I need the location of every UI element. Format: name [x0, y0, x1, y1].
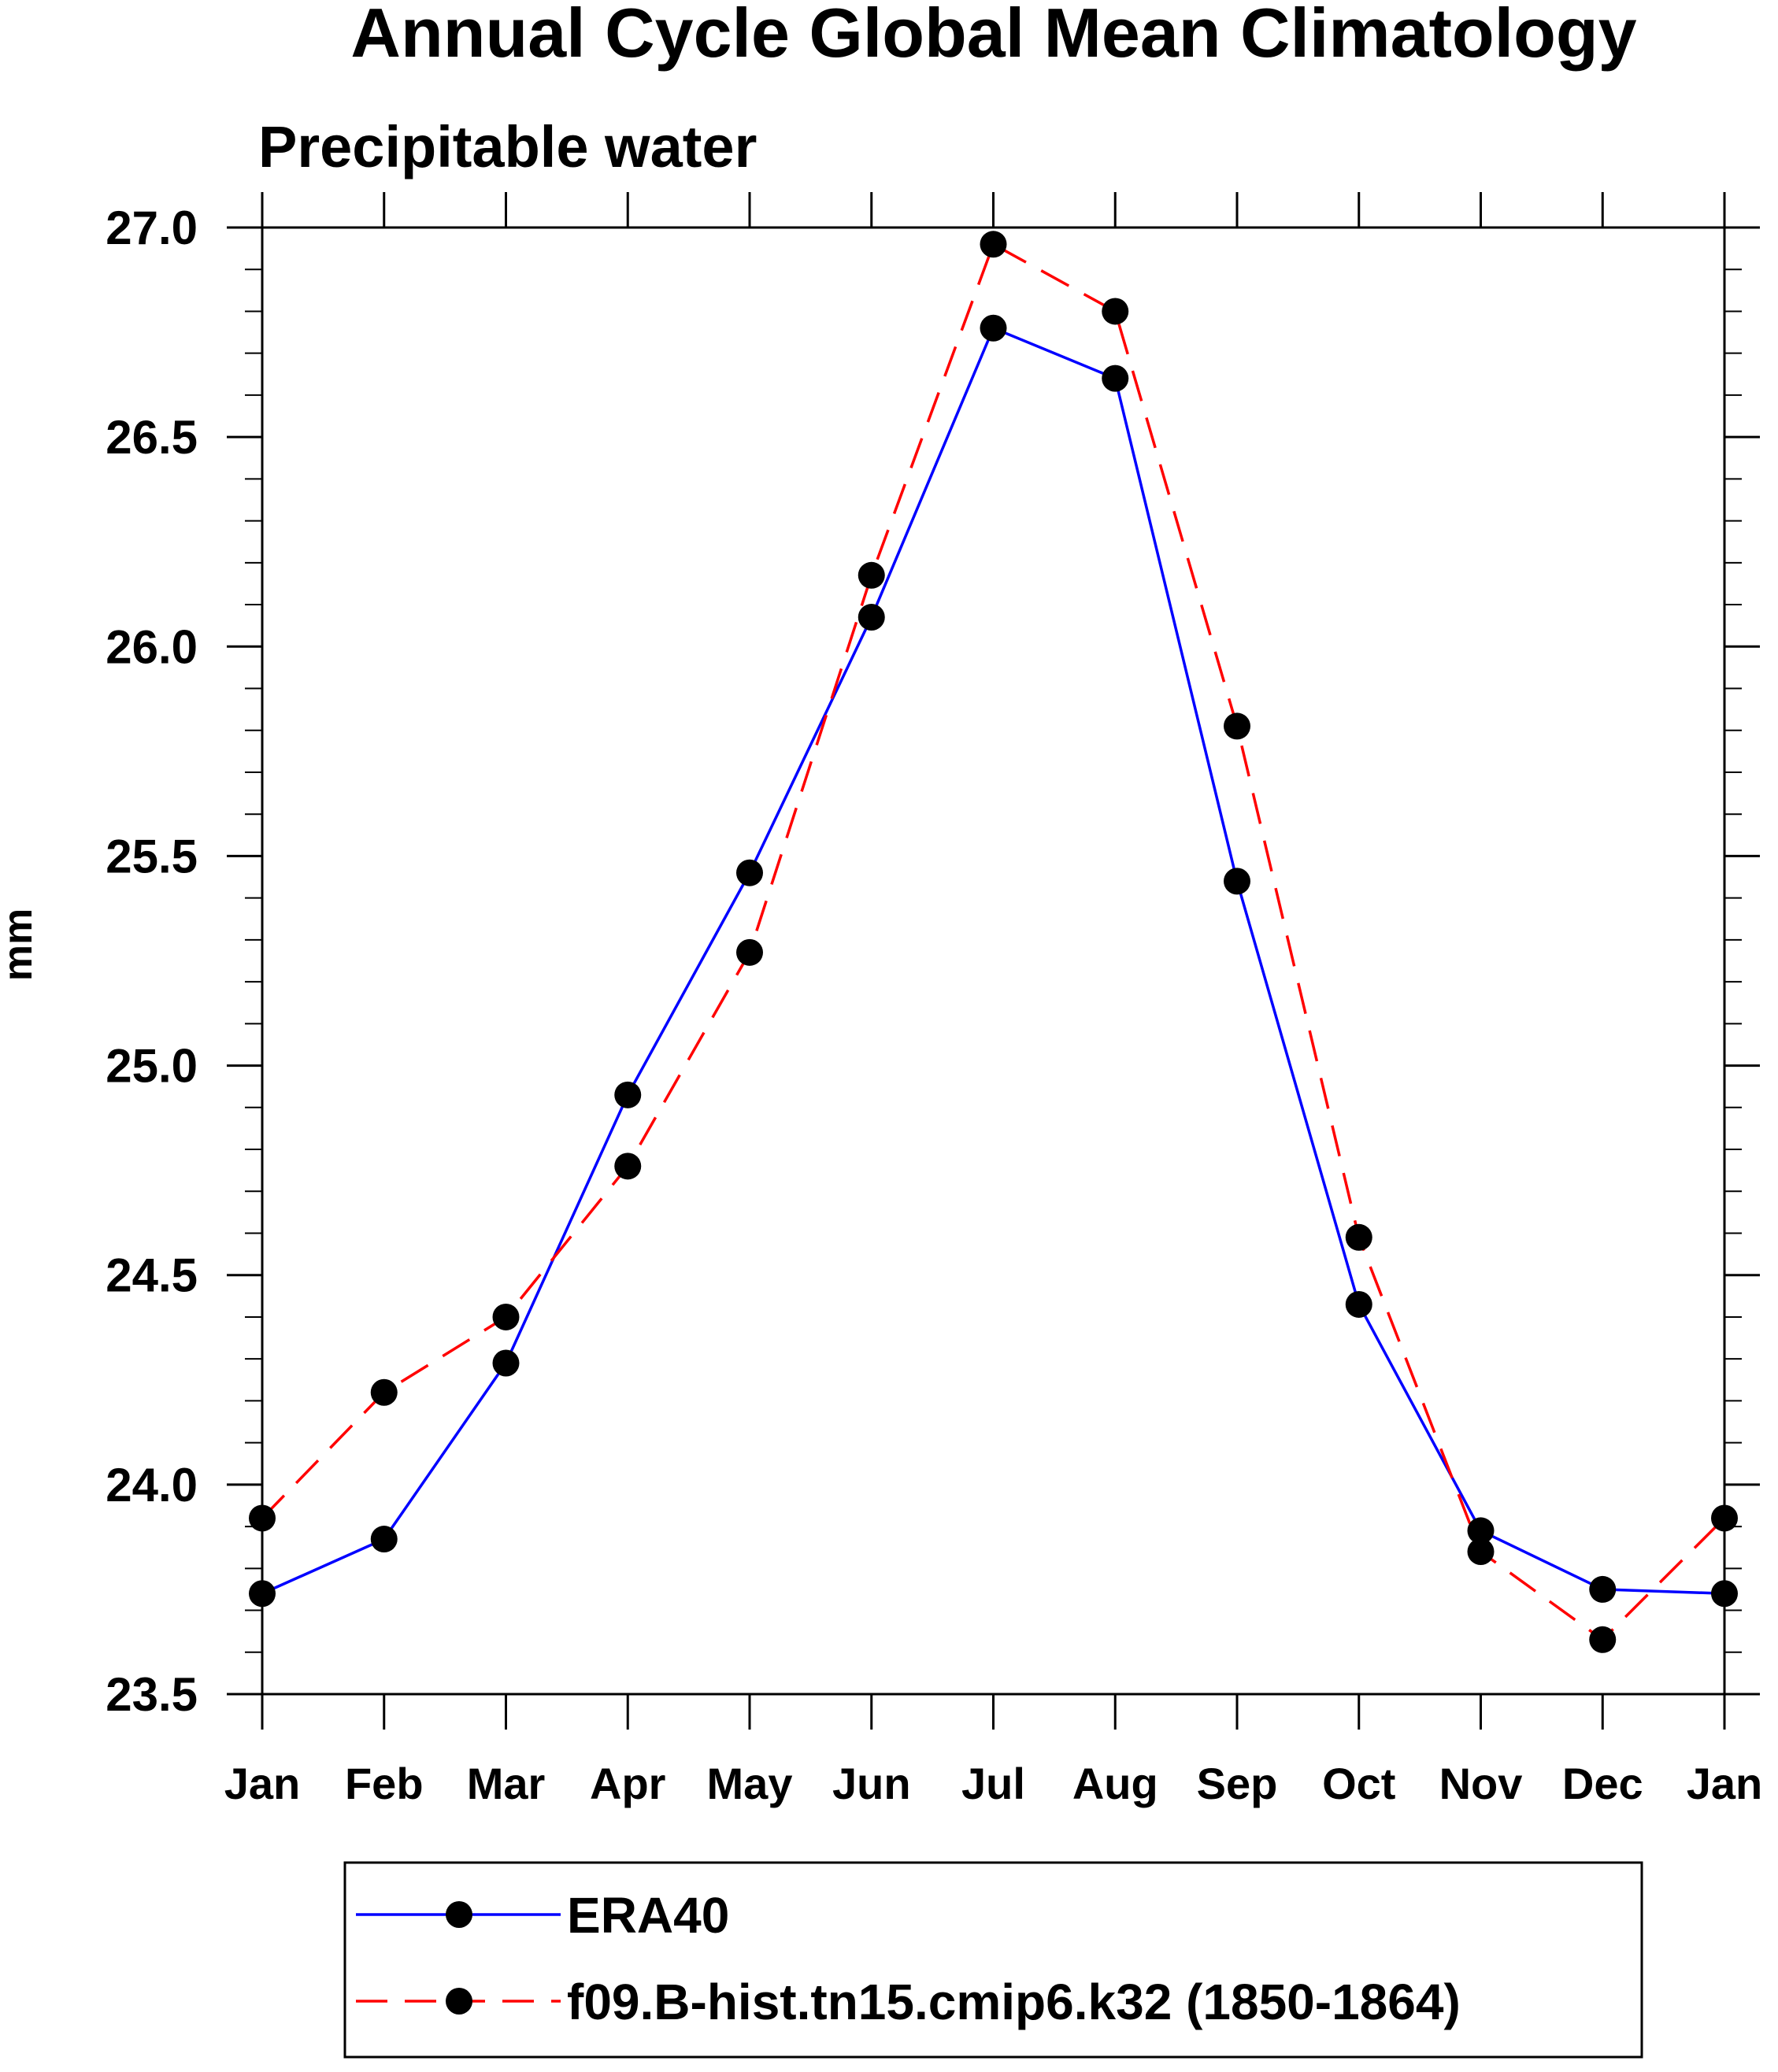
x-tick-label: Nov: [1439, 1759, 1523, 1808]
data-point: [736, 859, 763, 886]
series-group: [249, 231, 1738, 1653]
x-tick-label: Feb: [345, 1759, 424, 1808]
x-tick-label: Jan: [224, 1759, 301, 1808]
y-tick-label: 27.0: [106, 202, 198, 254]
chart-subtitle: Precipitable water: [258, 114, 757, 179]
legend: ERA40 f09.B-hist.tn15.cmip6.k32 (1850-186…: [343, 1861, 1643, 2059]
data-point: [1589, 1626, 1617, 1653]
data-point: [492, 1349, 520, 1377]
y-tick-label: 23.5: [106, 1668, 198, 1721]
x-tick-label: Dec: [1562, 1759, 1643, 1808]
data-point: [1711, 1504, 1738, 1532]
x-tick-label: Jun: [832, 1759, 911, 1808]
x-tick-label: Mar: [467, 1759, 546, 1808]
data-point: [1589, 1575, 1617, 1603]
data-point: [614, 1081, 642, 1108]
y-tick-label: 25.0: [106, 1040, 198, 1093]
y-tick-label: 24.0: [106, 1459, 198, 1511]
data-point: [249, 1504, 276, 1532]
series-line-1: [261, 242, 1726, 1642]
y-tick-label: 25.5: [106, 830, 198, 882]
data-point: [1224, 868, 1250, 895]
x-tick-label: May: [707, 1759, 793, 1808]
data-point: [492, 1303, 520, 1330]
legend-box: [343, 1861, 1643, 2059]
plot-frame: [261, 226, 1726, 1696]
data-point: [614, 1153, 642, 1180]
legend-label: f09.B-hist.tn15.cmip6.k32 (1850-1864): [567, 1974, 1461, 2030]
data-point: [858, 604, 885, 631]
data-point: [1711, 1580, 1738, 1608]
series-line-0: [261, 326, 1725, 1596]
y-axis-label: mm: [0, 908, 41, 981]
y-tick-label: 24.5: [106, 1249, 198, 1302]
data-point: [1467, 1517, 1495, 1545]
data-point: [980, 231, 1007, 258]
data-point: [736, 938, 763, 966]
data-point: [370, 1526, 398, 1553]
data-point: [980, 314, 1007, 342]
legend-marker: [446, 1988, 472, 2015]
x-tick-label: Jul: [961, 1759, 1025, 1808]
data-point: [1345, 1290, 1372, 1318]
data-point: [370, 1378, 398, 1406]
chart-title: Annual Cycle Global Mean Climatology: [350, 0, 1636, 72]
x-tick-label: Sep: [1197, 1759, 1278, 1808]
data-point: [1102, 298, 1129, 325]
y-tick-label: 26.5: [106, 411, 198, 464]
axes: Jan Feb Mar Apr May Jun Jul Aug Sep Oct Nov Dec Jan 2…: [106, 192, 1762, 1808]
x-tick-label: Aug: [1072, 1759, 1158, 1808]
data-point: [1224, 712, 1250, 740]
data-point: [1102, 364, 1129, 392]
legend-marker: [446, 1901, 472, 1928]
x-tick-label: Apr: [590, 1759, 665, 1808]
y-tick-label: 26.0: [106, 620, 198, 673]
data-point: [249, 1580, 276, 1608]
legend-label: ERA40: [567, 1887, 729, 1944]
x-tick-label: Jan: [1687, 1759, 1763, 1808]
data-point: [858, 561, 885, 589]
data-point: [1345, 1223, 1372, 1251]
data-point: [1467, 1538, 1495, 1566]
x-tick-label: Oct: [1322, 1759, 1395, 1808]
